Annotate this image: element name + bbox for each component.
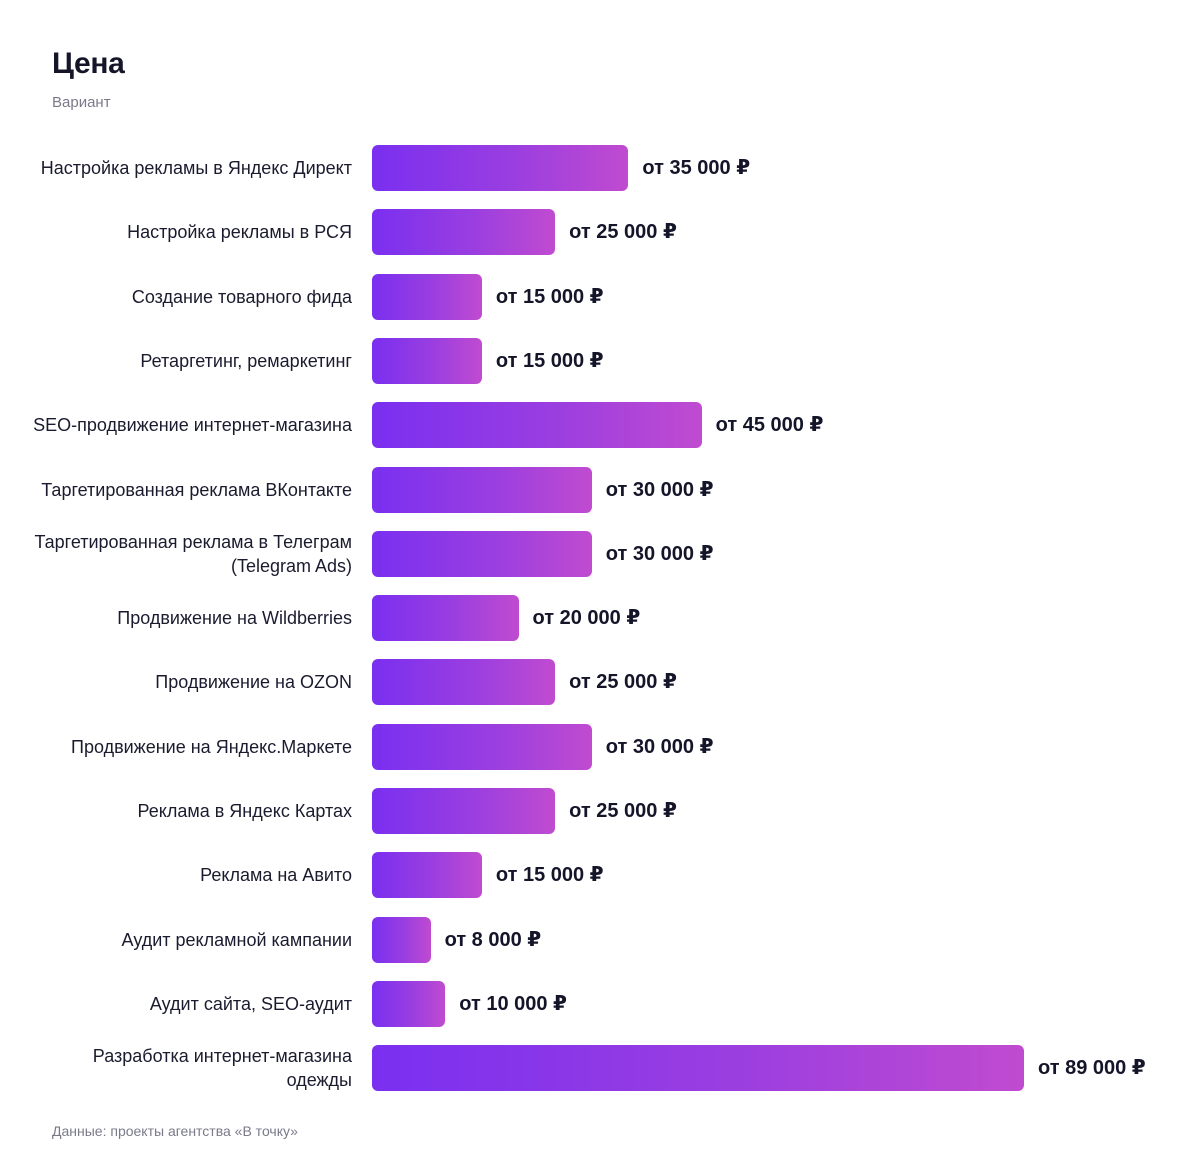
chart-subtitle: Вариант [52, 94, 111, 111]
category-label: Таргетированная реклама ВКонтакте [41, 479, 352, 500]
category-label: Продвижение на OZON [155, 672, 352, 693]
bar [372, 209, 556, 256]
chart-title: Цена [52, 47, 125, 80]
bar [372, 788, 556, 834]
value-label: от 8 000 ₽ [444, 928, 542, 951]
bar [372, 337, 482, 384]
category-label: Таргетированная реклама в Телеграм (Tele… [34, 531, 352, 576]
bar [372, 1045, 1024, 1092]
value-label: от 30 000 ₽ [605, 735, 714, 758]
bar [372, 852, 482, 899]
value-label: от 30 000 ₽ [605, 542, 714, 565]
value-label: от 25 000 ₽ [569, 671, 677, 694]
category-label: Продвижение на Яндекс.Маркете [71, 736, 352, 757]
category-label: Настройка рекламы в Яндекс Директ [40, 158, 352, 178]
value-label: от 10 000 ₽ [459, 992, 567, 1015]
category-label: SEO-продвижение интернет-магазина [33, 415, 352, 436]
bar [372, 916, 431, 963]
category-label: Реклама на Авито [200, 865, 352, 886]
value-label: от 15 000 ₽ [495, 864, 604, 887]
category-label: Настройка рекламы в РСЯ [127, 222, 352, 243]
bar [372, 980, 446, 1027]
value-label: от 89 000 ₽ [1038, 1057, 1146, 1080]
bar [372, 145, 629, 191]
value-label: от 15 000 ₽ [495, 285, 604, 308]
value-label: от 25 000 ₽ [569, 800, 677, 822]
bar [372, 595, 519, 642]
category-label: Ретаргетинг, ремаркетинг [140, 350, 352, 371]
category-label: Продвижение на Wildberries [117, 608, 352, 629]
value-label: от 15 000 ₽ [495, 349, 604, 372]
bar [372, 723, 592, 770]
category-label: Разработка интернет-магазина одежды [92, 1046, 352, 1091]
bar [372, 402, 702, 449]
value-label: от 20 000 ₽ [532, 607, 641, 630]
bar [372, 659, 556, 706]
data-source-note: Данные: проекты агентства «В точку» [52, 1123, 298, 1139]
bar [372, 273, 482, 320]
category-label: Создание товарного фида [131, 286, 352, 307]
value-label: от 45 000 ₽ [715, 414, 824, 437]
value-label: от 30 000 ₽ [605, 478, 714, 501]
category-label: Аудит сайта, SEO-аудит [149, 993, 352, 1014]
category-label: Аудит рекламной кампании [121, 929, 352, 950]
value-label: от 35 000 ₽ [642, 157, 751, 179]
value-label: от 25 000 ₽ [569, 221, 677, 244]
bar [372, 530, 592, 577]
category-label: Реклама в Яндекс Картах [137, 801, 352, 821]
bar [372, 466, 592, 513]
